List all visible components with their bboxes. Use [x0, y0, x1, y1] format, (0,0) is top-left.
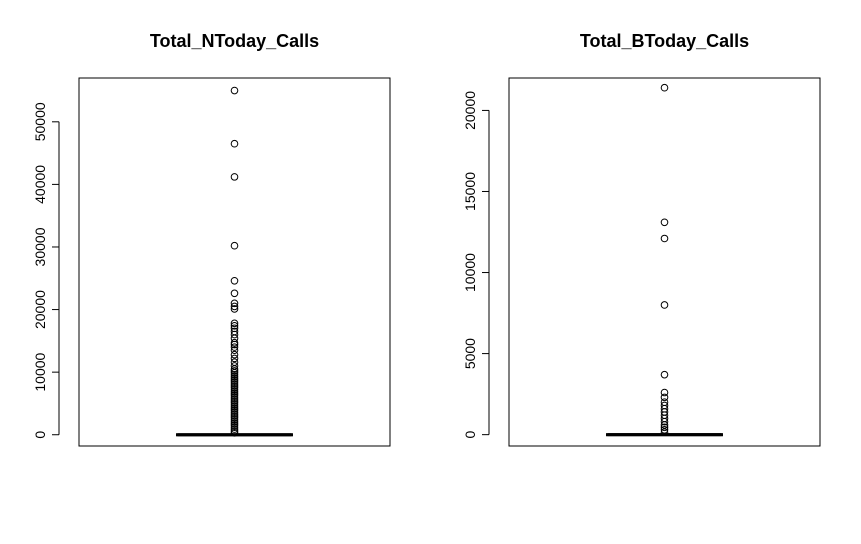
outlier-point	[230, 276, 239, 285]
outlier-point	[230, 319, 239, 328]
y-tick-label: 0	[32, 431, 48, 439]
outlier-point	[230, 340, 239, 349]
outlier-point	[660, 428, 669, 437]
outlier-point	[230, 289, 239, 298]
outlier-point	[660, 301, 669, 309]
outlier-point	[230, 302, 239, 311]
plot-frame	[78, 77, 391, 447]
outlier-point	[660, 393, 669, 402]
plot-frame	[508, 77, 821, 447]
outlier-point	[660, 388, 669, 397]
y-tick-label: 10000	[32, 352, 48, 391]
y-tick-label: 20000	[32, 290, 48, 329]
outlier-point	[230, 86, 239, 95]
outlier-point	[230, 299, 239, 308]
outlier-point	[230, 322, 239, 330]
panel-total-btoday-calls: Total_BToday_Calls 0 5000 10000 15000 20000	[462, 31, 821, 447]
y-tick-label: 30000	[32, 227, 48, 266]
chart-title: Total_NToday_Calls	[150, 31, 319, 51]
outlier-point	[660, 218, 669, 227]
outlier-point	[660, 425, 669, 434]
y-tick-label: 0	[462, 431, 478, 439]
outlier-point	[660, 421, 669, 429]
chart-title: Total_BToday_Calls	[580, 31, 749, 51]
outlier-point	[230, 241, 239, 250]
y-tick-label: 5000	[462, 338, 478, 369]
y-tick-label: 50000	[32, 102, 48, 141]
panel-total-ntoday-calls: Total_NToday_Calls 0 10000 20000 30000 40000 5…	[32, 31, 391, 447]
y-tick-label: 10000	[462, 253, 478, 292]
outlier-point	[660, 83, 669, 92]
outlier-point	[230, 305, 239, 313]
outlier-point	[230, 429, 239, 437]
outlier-point	[660, 234, 669, 243]
outlier-point	[230, 354, 239, 363]
outlier-point	[660, 370, 669, 379]
outlier-point	[230, 173, 239, 181]
outlier-point	[660, 423, 669, 432]
outlier-point	[230, 139, 239, 148]
outlier-point	[230, 350, 239, 359]
outlier-point	[230, 343, 239, 351]
outlier-point	[230, 330, 239, 339]
outlier-point	[230, 346, 239, 355]
y-tick-label: 40000	[32, 165, 48, 204]
y-tick-label: 20000	[462, 91, 478, 130]
outlier-point	[660, 417, 669, 426]
y-tick-label: 15000	[462, 172, 478, 211]
